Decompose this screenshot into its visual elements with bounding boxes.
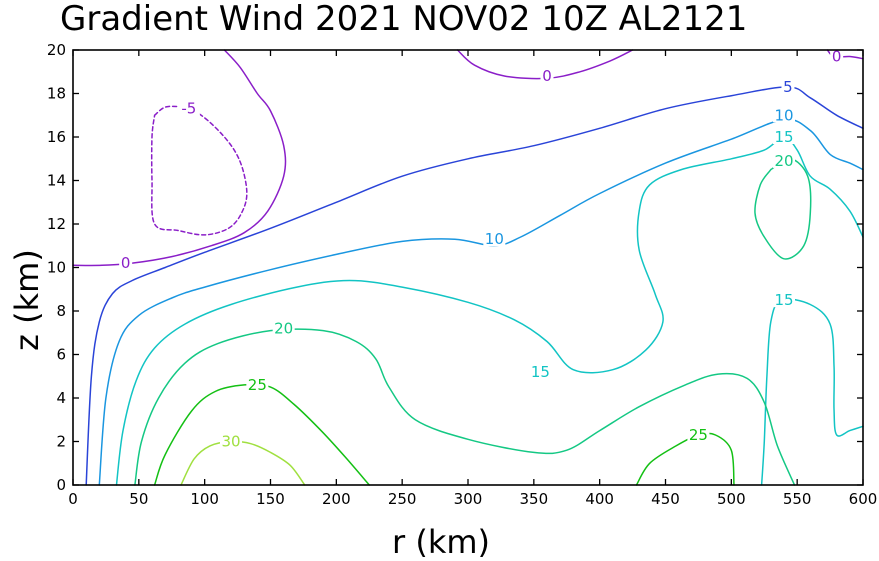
y-tick-label: 0 bbox=[56, 476, 66, 494]
x-tick-label: 500 bbox=[717, 490, 746, 508]
contour-label-bg bbox=[540, 67, 554, 84]
y-tick-label: 18 bbox=[47, 85, 66, 103]
y-tick-label: 10 bbox=[47, 259, 66, 277]
contour-label: 15 bbox=[531, 363, 550, 381]
contour-label-bg bbox=[483, 230, 506, 247]
x-tick-label: 200 bbox=[322, 490, 351, 508]
contour-label-bg bbox=[687, 425, 710, 442]
contour-label-bg bbox=[773, 128, 795, 144]
contour-label: 15 bbox=[774, 291, 793, 309]
y-tick-label: 6 bbox=[56, 346, 66, 364]
contour-label: 0 bbox=[542, 67, 552, 85]
contour-label: 25 bbox=[248, 376, 267, 394]
contour-line-level-neg5 bbox=[150, 105, 248, 236]
x-tick-label: 250 bbox=[388, 490, 417, 508]
contour-line-level-25 bbox=[153, 383, 371, 486]
y-tick-label: 8 bbox=[56, 302, 66, 320]
contour-label: 20 bbox=[774, 152, 793, 170]
y-tick-label: 12 bbox=[47, 215, 66, 233]
y-tick-label: 14 bbox=[47, 172, 66, 190]
contour-label-bg bbox=[773, 291, 795, 308]
x-tick-label: 0 bbox=[68, 490, 78, 508]
x-tick-label: 150 bbox=[256, 490, 285, 508]
contour-label: 0 bbox=[121, 254, 131, 272]
y-tick-label: 20 bbox=[47, 41, 66, 59]
contour-line-level-30 bbox=[180, 440, 306, 486]
x-axis: 0 50 100 150 200 250 300 350 400 450 500 550 600 bbox=[68, 50, 877, 508]
contour-label: 10 bbox=[485, 230, 504, 248]
contour-label: 30 bbox=[221, 433, 240, 451]
x-tick-label: 300 bbox=[454, 490, 483, 508]
x-tick-label: 400 bbox=[585, 490, 614, 508]
contour-label: 25 bbox=[689, 426, 708, 444]
contour-label-bg bbox=[246, 375, 269, 392]
contour-label-bg bbox=[773, 106, 795, 123]
contour-label: 15 bbox=[774, 128, 793, 146]
contour-line-level-20 bbox=[754, 158, 812, 260]
y-axis: 0 2 4 6 8 10 12 14 16 18 20 bbox=[47, 41, 863, 494]
contour-label-bg bbox=[529, 362, 552, 379]
contour-line-level-25 bbox=[635, 432, 735, 486]
contour-label-bg bbox=[220, 432, 242, 449]
x-axis-title: r (km) bbox=[392, 523, 490, 561]
contour-label-bg bbox=[272, 319, 295, 336]
contour-label-layer: -5 0 0 0 5 10 10 15 15 15 20 20 25 25 30 bbox=[119, 47, 844, 451]
y-tick-label: 2 bbox=[56, 433, 66, 451]
x-tick-label: 600 bbox=[849, 490, 878, 508]
contour-label: 10 bbox=[774, 106, 793, 124]
contour-line-level-20 bbox=[134, 328, 796, 486]
y-tick-label: 16 bbox=[47, 128, 66, 146]
x-tick-label: 100 bbox=[190, 490, 219, 508]
y-axis-title: z (km) bbox=[8, 249, 46, 351]
contour-label-bg bbox=[177, 99, 200, 116]
contour-line-level-15 bbox=[760, 298, 864, 486]
contour-label: 20 bbox=[274, 319, 293, 337]
contour-label: -5 bbox=[181, 100, 196, 118]
x-tick-label: 450 bbox=[651, 490, 680, 508]
contour-label-bg bbox=[830, 47, 844, 64]
contour-line-level-0 bbox=[72, 49, 287, 267]
x-tick-label: 550 bbox=[783, 490, 812, 508]
contour-label-bg bbox=[119, 254, 133, 271]
contour-label: 0 bbox=[832, 48, 842, 66]
chart-title: Gradient Wind 2021 NOV02 10Z AL2121 bbox=[60, 0, 747, 39]
contour-label-bg bbox=[781, 77, 795, 94]
contour-line-level-5 bbox=[85, 86, 864, 486]
x-tick-label: 350 bbox=[520, 490, 549, 508]
y-tick-label: 4 bbox=[56, 389, 66, 407]
contour-label-bg bbox=[773, 151, 795, 168]
contour-label: 5 bbox=[783, 78, 793, 96]
contour-line-level-10 bbox=[98, 118, 864, 486]
x-tick-label: 50 bbox=[129, 490, 148, 508]
